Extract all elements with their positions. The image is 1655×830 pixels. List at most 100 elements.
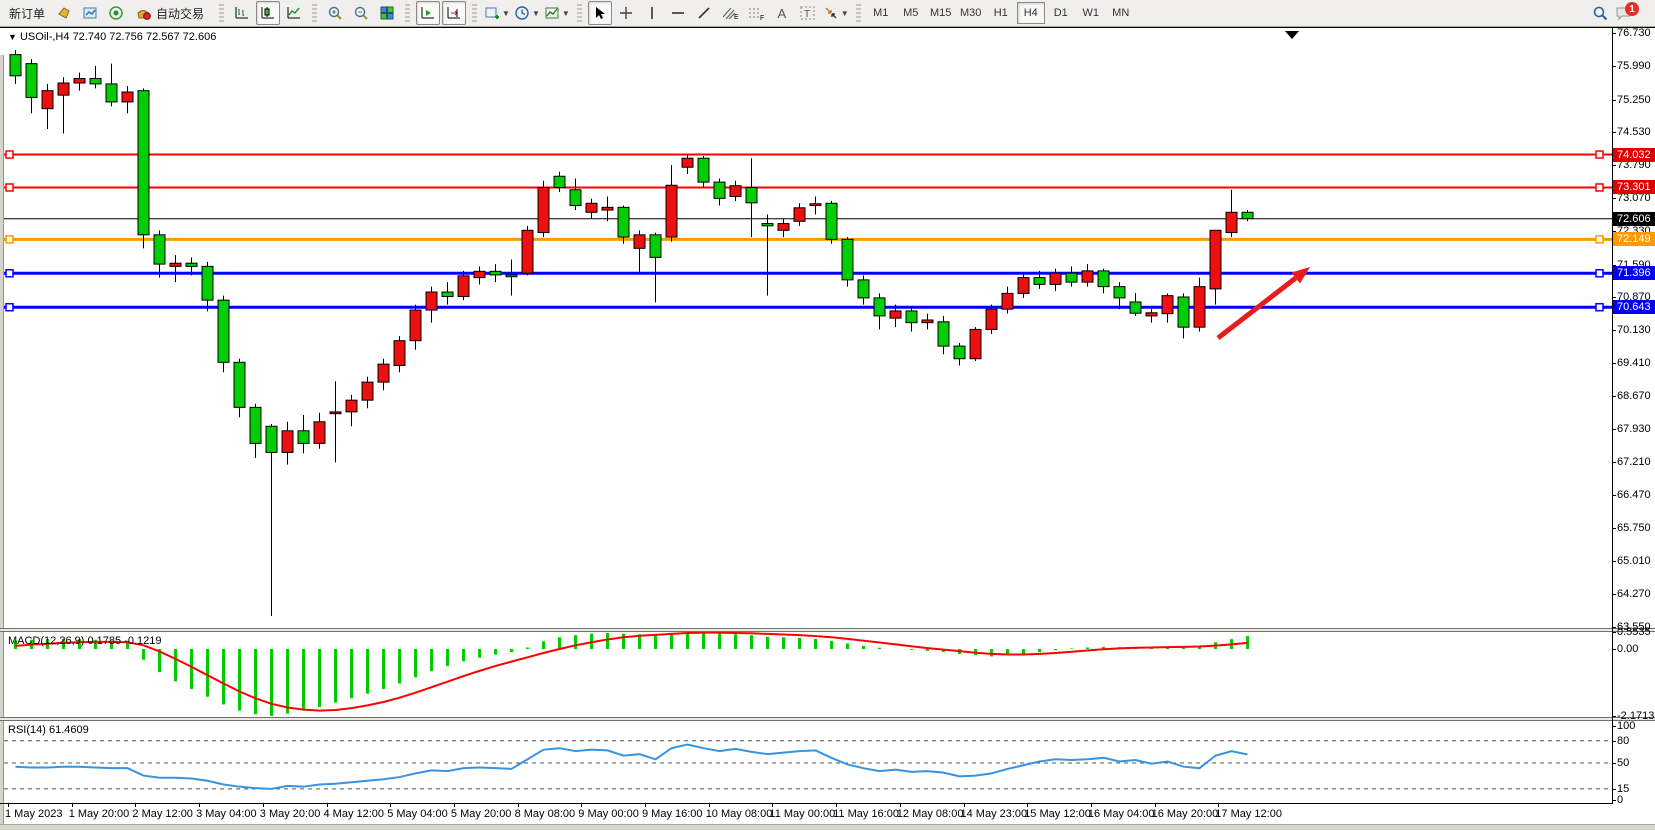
timeframe-button-h1[interactable]: H1 — [993, 7, 1008, 19]
timeframe-button-m5[interactable]: M5 — [903, 7, 919, 19]
time-axis-label: 8 May 08:00 — [514, 808, 576, 820]
auto-scroll-button[interactable] — [416, 1, 441, 25]
line-handle[interactable] — [1595, 302, 1604, 312]
signals-button[interactable] — [104, 1, 128, 25]
axis-tick-mark — [1612, 66, 1616, 68]
macd-signal-value: -0.1219 — [124, 635, 162, 647]
toolbar-grip[interactable] — [219, 4, 225, 22]
toolbar-grip[interactable] — [472, 4, 478, 22]
price-axis-label: 67.210 — [1617, 455, 1651, 468]
candle-body — [505, 274, 518, 278]
macd-axis-max-label: 0.5535 — [1617, 625, 1651, 638]
trendline-icon — [698, 7, 710, 19]
candle-body — [761, 223, 774, 227]
candle-body — [1113, 286, 1126, 299]
price-axis-label: 67.930 — [1617, 423, 1651, 436]
zoom-out-button[interactable] — [349, 1, 373, 25]
candle-body — [441, 291, 454, 298]
timeframe-button-w1[interactable]: W1 — [1082, 7, 1099, 19]
timeframe-button-h4[interactable]: H4 — [1016, 2, 1045, 24]
pane-separator[interactable] — [0, 628, 1655, 632]
axis-tick-mark — [1612, 296, 1616, 298]
cursor-tool-button[interactable] — [587, 1, 612, 25]
autotrading-label: 自动交易 — [156, 6, 205, 21]
macd-signal-line — [15, 631, 1248, 712]
candle-body — [1241, 211, 1254, 220]
level-price-badge: 71.396 — [1613, 266, 1655, 281]
toolbar-grip[interactable] — [855, 4, 861, 22]
axis-tick-mark — [1612, 631, 1616, 633]
search-button[interactable] — [1588, 1, 1612, 25]
fibonacci-tool-button[interactable]: F — [744, 1, 768, 25]
timeframe-button-d1[interactable]: D1 — [1053, 7, 1068, 19]
rsi-indicator-name: RSI(14) — [8, 724, 46, 736]
time-axis-label: 14 May 23:00 — [960, 808, 1028, 820]
main-price-chart[interactable] — [0, 28, 1612, 628]
line-handle[interactable] — [5, 150, 14, 159]
trend-arrow-head[interactable] — [1291, 267, 1310, 284]
chart-shift-button[interactable] — [442, 1, 467, 25]
arrows-tool-button[interactable]: ▼ — [822, 1, 850, 25]
new-order-button[interactable]: 新订单 — [9, 6, 46, 21]
autotrading-button[interactable]: 自动交易 — [130, 1, 213, 25]
order-tag-icon[interactable] — [52, 1, 76, 25]
templates-button[interactable]: ▼ — [543, 1, 571, 25]
symbol-dropdown-icon[interactable]: ▼ — [8, 32, 17, 42]
timeframe-button-mn[interactable]: MN — [1112, 7, 1130, 19]
candle-body — [1017, 277, 1030, 294]
price-axis-label: 75.990 — [1617, 60, 1651, 73]
cursor-icon — [596, 7, 606, 19]
vertical-line-tool-button[interactable] — [640, 1, 664, 25]
pane-separator[interactable] — [0, 717, 1655, 721]
zoom-in-button[interactable] — [323, 1, 347, 25]
line-handle[interactable] — [5, 302, 14, 312]
toolbar-grip[interactable] — [576, 4, 582, 22]
market-watch-button[interactable] — [78, 1, 102, 25]
text-label-tool-button[interactable]: T — [796, 1, 820, 25]
periods-button[interactable]: ▼ — [513, 1, 541, 25]
candle-body — [793, 207, 806, 222]
line-handle[interactable] — [1595, 235, 1604, 244]
trendline-tool-button[interactable] — [692, 1, 716, 25]
notifications-button[interactable]: 1 — [1614, 1, 1648, 25]
line-chart-type-button[interactable] — [282, 1, 306, 25]
rsi-indicator-pane[interactable] — [0, 720, 1612, 802]
trend-arrow-line[interactable] — [1216, 276, 1298, 340]
time-axis-label: 2 May 12:00 — [132, 808, 193, 820]
line-handle[interactable] — [5, 183, 14, 192]
candle-body — [1129, 301, 1142, 314]
toolbar-grip[interactable] — [312, 4, 318, 22]
line-handle[interactable] — [1595, 183, 1604, 192]
price-axis-label: 66.470 — [1617, 489, 1651, 502]
channel-tool-button[interactable]: E — [718, 1, 742, 25]
tile-windows-button[interactable] — [375, 1, 399, 25]
line-handle[interactable] — [5, 235, 14, 244]
candle-body — [329, 411, 342, 415]
equidistant-channel-icon: E — [722, 7, 739, 21]
line-handle[interactable] — [5, 269, 14, 278]
axis-tick-mark — [1612, 649, 1616, 650]
horizontal-line-tool-button[interactable] — [666, 1, 690, 25]
dropdown-caret-icon: ▼ — [561, 8, 570, 18]
crosshair-tool-button[interactable] — [614, 1, 638, 25]
candle-body — [153, 234, 166, 265]
candle-body — [1081, 270, 1094, 283]
price-axis-label: 74.530 — [1617, 126, 1651, 139]
candle-body — [1001, 292, 1014, 310]
bar-chart-type-button[interactable] — [230, 1, 254, 25]
toolbar-grip[interactable] — [405, 4, 411, 22]
timeframe-button-m15[interactable]: M15 — [930, 7, 952, 19]
current-price-badge: 72.606 — [1613, 211, 1655, 226]
time-marker-triangle[interactable] — [1285, 31, 1299, 39]
candlestick-chart-type-button[interactable] — [256, 1, 281, 25]
candle-body — [585, 202, 598, 213]
timeframe-button-m1[interactable]: M1 — [873, 7, 889, 19]
macd-indicator-pane[interactable] — [0, 631, 1612, 717]
status-bar — [0, 824, 1655, 830]
text-tool-button[interactable]: A — [770, 1, 794, 25]
timeframe-button-m30[interactable]: M30 — [960, 7, 982, 19]
line-handle[interactable] — [1595, 150, 1604, 159]
new-chart-button[interactable]: ▼ — [483, 1, 511, 25]
macd-axis-min-label: -2.1713 — [1617, 709, 1655, 722]
line-handle[interactable] — [1595, 269, 1604, 278]
